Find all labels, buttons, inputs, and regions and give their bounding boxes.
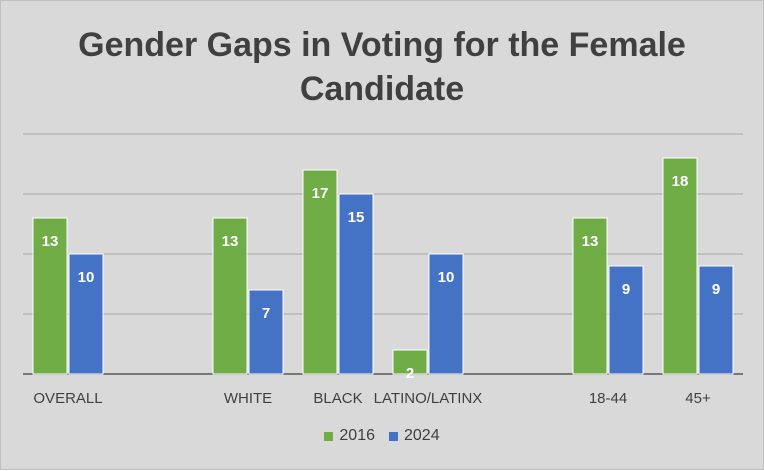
data-label: 18 (672, 173, 689, 190)
legend: 2016 2024 (1, 427, 763, 445)
data-label: 9 (622, 281, 630, 298)
x-tick-label: LATINO/LATINX (374, 390, 483, 407)
bar-2024-overall (68, 253, 104, 375)
legend-swatch (324, 431, 334, 441)
data-label: 15 (348, 209, 365, 226)
data-label: 13 (222, 233, 239, 250)
x-tick-label: OVERALL (33, 390, 102, 407)
data-label: 9 (712, 281, 720, 298)
bar-2024-45- (698, 265, 734, 375)
x-tick-label: WHITE (224, 390, 272, 407)
bar-2016-overall (32, 217, 68, 375)
data-label: 2 (406, 365, 414, 382)
bar-2016-18-44 (572, 217, 608, 375)
x-tick-label: 18-44 (589, 390, 627, 407)
legend-item-2016: 2016 (324, 427, 375, 445)
x-tick-label: BLACK (313, 390, 362, 407)
bar-2024-18-44 (608, 265, 644, 375)
bar-2016-black (302, 169, 338, 375)
x-tick-label: 45+ (685, 390, 711, 407)
bar-2016-white (212, 217, 248, 375)
data-label: 7 (262, 305, 270, 322)
bar-2024-latino-latinx (428, 253, 464, 375)
legend-swatch (389, 431, 398, 441)
data-label: 17 (312, 185, 329, 202)
data-label: 13 (42, 233, 59, 250)
bar-2024-black (338, 193, 374, 375)
chart-title: Gender Gaps in Voting for the Female Can… (78, 26, 686, 108)
data-label: 10 (78, 269, 95, 286)
data-label: 13 (582, 233, 599, 250)
legend-label: 2016 (339, 427, 375, 444)
legend-item-2024: 2024 (389, 427, 440, 445)
legend-label: 2024 (404, 427, 440, 444)
bar-2016-latino-latinx (392, 349, 428, 375)
bar-2016-45- (662, 157, 698, 375)
bar-2024-white (248, 289, 284, 375)
data-label: 10 (438, 269, 455, 286)
